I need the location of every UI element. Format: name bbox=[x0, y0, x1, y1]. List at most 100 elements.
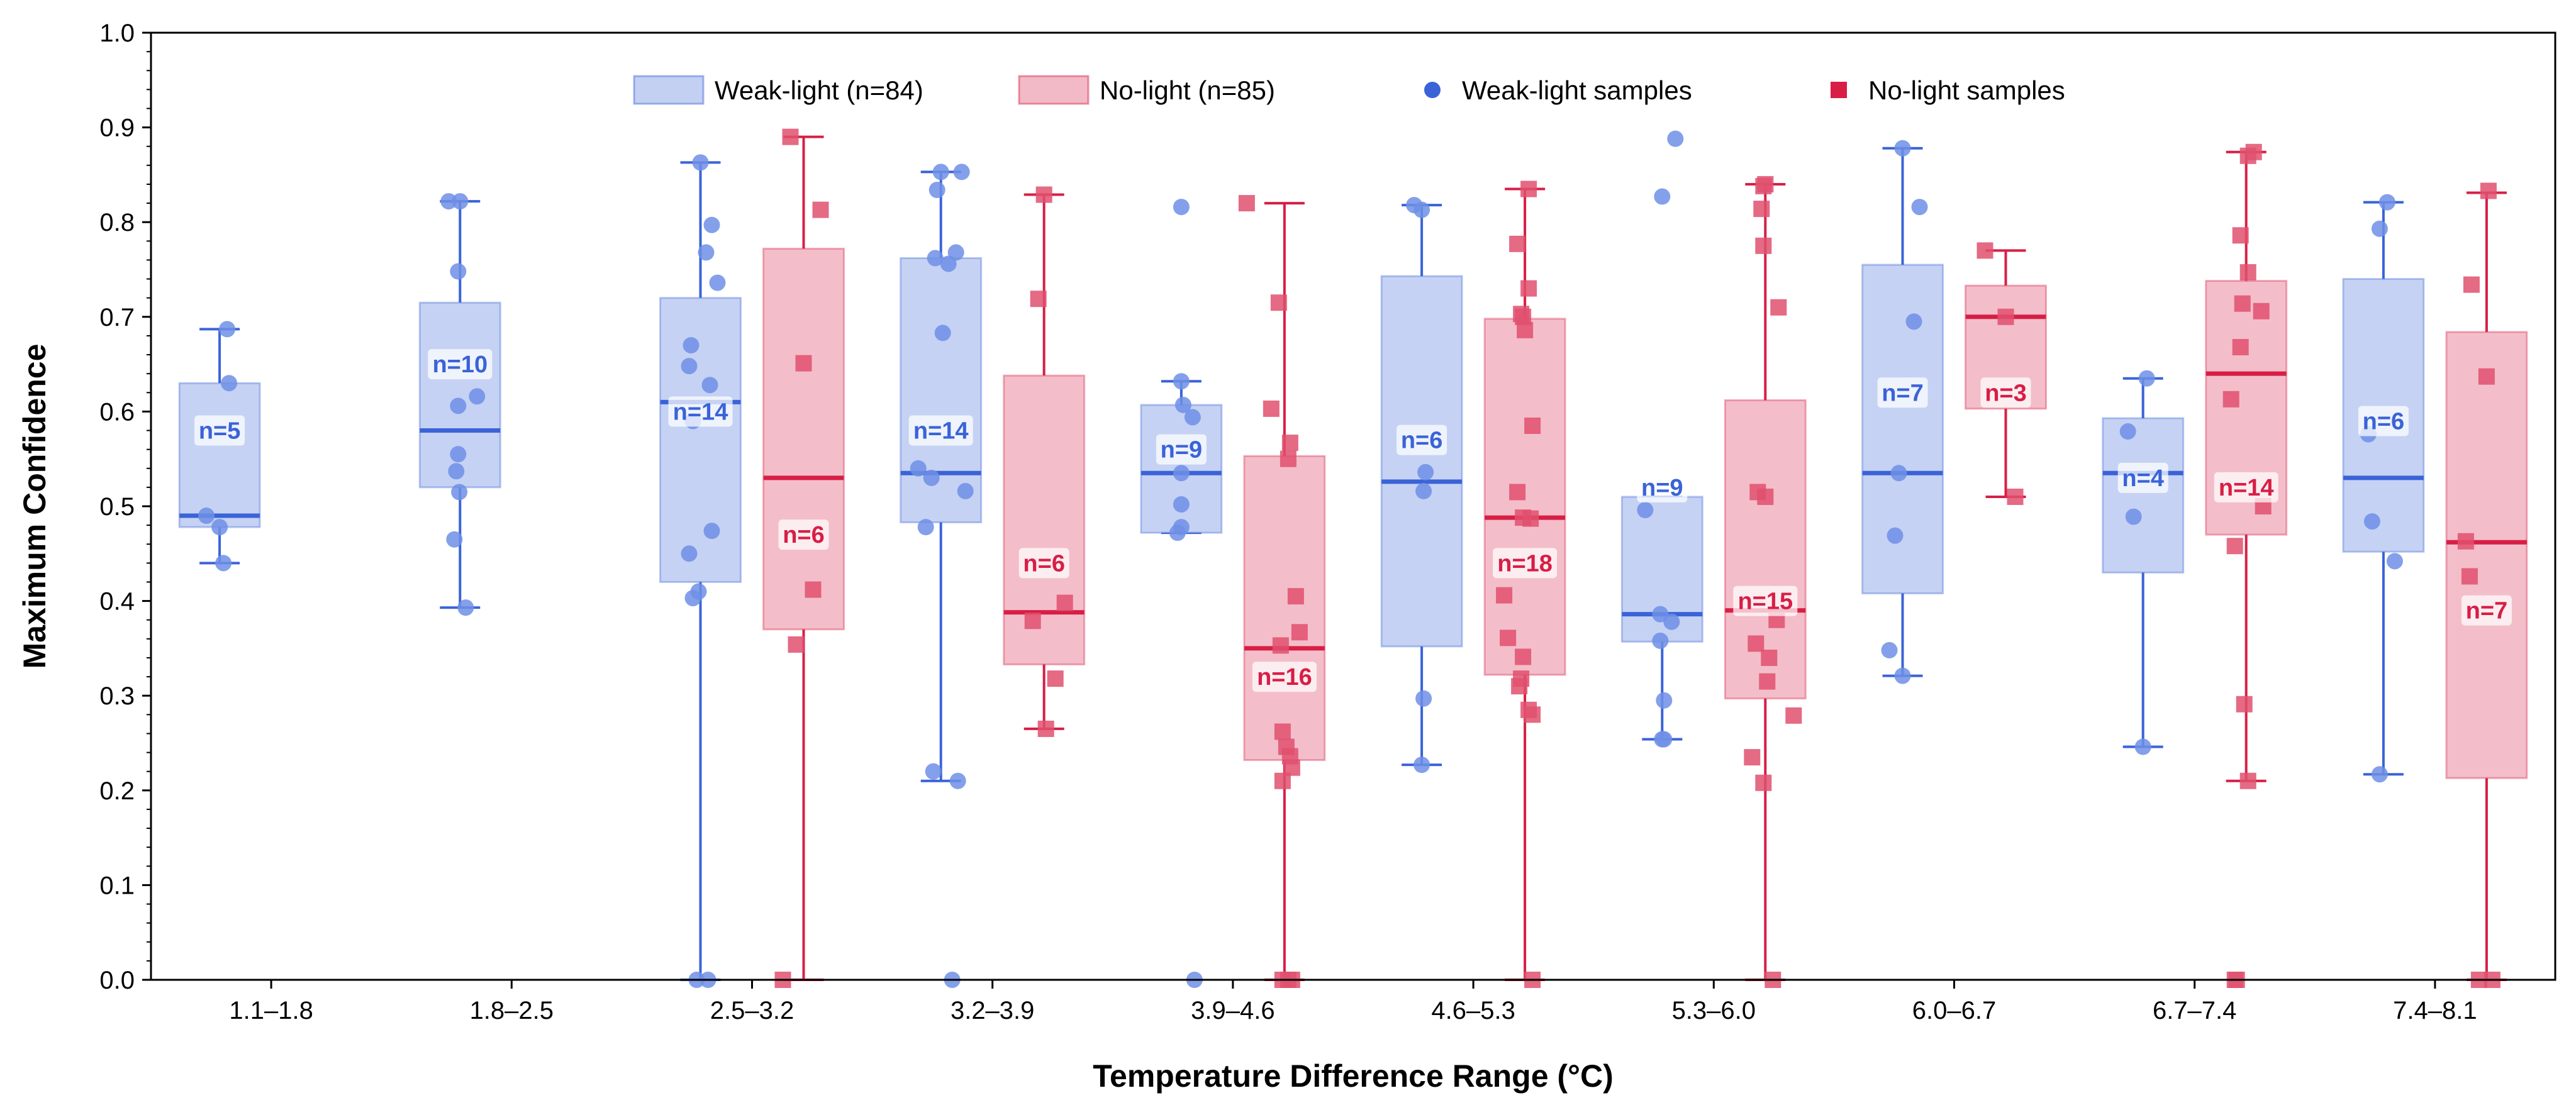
weak-sample-point bbox=[198, 508, 215, 524]
y-tick-label: 0.6 bbox=[99, 398, 135, 426]
no-box-7 bbox=[1966, 250, 2046, 497]
no-sample-point bbox=[1524, 706, 1541, 723]
weak-sample-point bbox=[683, 337, 700, 353]
weak-sample-point bbox=[1173, 496, 1190, 513]
no-sample-point bbox=[1755, 775, 1771, 791]
weak-sample-point bbox=[211, 519, 228, 535]
weak-sample-point bbox=[1891, 465, 1907, 481]
weak-sample-point bbox=[1637, 502, 1653, 518]
x-tick-label: 5.3–6.0 bbox=[1672, 997, 1756, 1024]
weak-sample-point bbox=[457, 599, 474, 616]
no-sample-point bbox=[2463, 277, 2480, 293]
weak-box-2 bbox=[661, 162, 741, 980]
x-tick-label: 1.8–2.5 bbox=[470, 997, 554, 1024]
weak-sample-point bbox=[954, 164, 970, 180]
weak-box-7 bbox=[1863, 148, 1943, 676]
y-tick-label: 0.8 bbox=[99, 209, 135, 236]
no-sample-point bbox=[1496, 587, 1512, 604]
legend-item-no-box: No-light (n=85) bbox=[1019, 75, 1275, 105]
weak-sample-point bbox=[2135, 739, 2151, 755]
no-sample-point bbox=[1291, 624, 1308, 640]
weak-sample-point bbox=[451, 484, 467, 500]
weak-box-8 bbox=[2103, 379, 2183, 747]
no-sample-point bbox=[788, 636, 805, 653]
weak-sample-point bbox=[698, 244, 715, 260]
weak-iqr-box bbox=[901, 258, 981, 522]
no-sample-point bbox=[2223, 391, 2239, 408]
legend-label: Weak-light (n=84) bbox=[715, 75, 923, 105]
weak-sample-point bbox=[1413, 202, 1430, 218]
weak-sample-point bbox=[1895, 140, 1911, 157]
weak-sample-point bbox=[1169, 524, 1186, 541]
no-sample-point bbox=[1282, 435, 1298, 451]
no-sample-point bbox=[1263, 401, 1280, 417]
weak-sample-point bbox=[1895, 668, 1911, 684]
weak-sample-point bbox=[469, 388, 485, 404]
weak-sample-point bbox=[923, 470, 940, 486]
legend-label: Weak-light samples bbox=[1462, 75, 1692, 105]
x-tick-label: 7.4–8.1 bbox=[2393, 997, 2477, 1024]
weak-sample-point bbox=[925, 763, 942, 780]
x-tick-label: 4.6–5.3 bbox=[1431, 997, 1515, 1024]
no-sample-point bbox=[1755, 178, 1771, 194]
no-n-label: n=18 bbox=[1497, 550, 1553, 577]
no-box-4 bbox=[1244, 203, 1325, 980]
no-n-label: n=14 bbox=[2219, 475, 2274, 501]
no-sample-point bbox=[1977, 242, 1993, 258]
no-sample-point bbox=[1057, 595, 1073, 611]
weak-n-label: n=5 bbox=[199, 418, 241, 445]
weak-sample-point bbox=[710, 275, 726, 291]
legend: Weak-light (n=84) No-light (n=85) Weak-lig… bbox=[634, 75, 2065, 105]
weak-sample-point bbox=[1663, 614, 1680, 630]
no-n-label: n=7 bbox=[2466, 598, 2508, 624]
weak-sample-point bbox=[1652, 633, 1668, 649]
weak-sample-point bbox=[681, 545, 698, 562]
weak-sample-point bbox=[2379, 194, 2395, 211]
x-tick-label: 2.5–3.2 bbox=[710, 997, 794, 1024]
x-tick-label: 6.7–7.4 bbox=[2153, 997, 2236, 1024]
plot-frame bbox=[151, 33, 2555, 980]
no-sample-point bbox=[1030, 291, 1047, 307]
no-sample-point bbox=[1273, 637, 1289, 653]
no-n-label: n=6 bbox=[1023, 550, 1065, 577]
weak-sample-point bbox=[450, 446, 466, 462]
weak-sample-point bbox=[1415, 691, 1432, 707]
no-sample-point bbox=[1520, 180, 1537, 197]
no-box-9 bbox=[2446, 193, 2527, 980]
weak-sample-point bbox=[702, 377, 718, 393]
weak-sample-point bbox=[1656, 731, 1672, 747]
weak-sample-point bbox=[1413, 757, 1430, 773]
no-sample-point bbox=[1524, 418, 1541, 434]
weak-sample-point bbox=[2139, 370, 2155, 387]
weak-sample-point bbox=[446, 531, 462, 548]
no-iqr-box bbox=[764, 248, 844, 629]
no-sample-point bbox=[1759, 674, 1775, 690]
weak-sample-point bbox=[704, 217, 720, 233]
y-tick-label: 0.4 bbox=[99, 588, 135, 616]
weak-iqr-box bbox=[2103, 418, 2183, 572]
weak-sample-point bbox=[1173, 373, 1190, 389]
no-sample-point bbox=[1515, 648, 1531, 665]
weak-sample-point bbox=[693, 154, 709, 170]
weak-sample-point bbox=[1656, 692, 1672, 709]
weak-iqr-box bbox=[179, 383, 260, 527]
weak-sample-point bbox=[2372, 766, 2388, 782]
no-sample-point bbox=[1274, 723, 1291, 740]
no-sample-point bbox=[1025, 613, 1041, 629]
x-tick-label: 3.2–3.9 bbox=[951, 997, 1034, 1024]
legend-swatch-circle bbox=[1424, 82, 1441, 98]
no-sample-point bbox=[1274, 773, 1291, 789]
no-sample-point bbox=[2007, 489, 2024, 505]
weak-n-label: n=9 bbox=[1161, 437, 1203, 463]
no-sample-point bbox=[1511, 678, 1527, 694]
no-box-6 bbox=[1725, 184, 1805, 980]
legend-swatch-box bbox=[1019, 76, 1088, 104]
no-iqr-box bbox=[1244, 456, 1325, 760]
no-sample-point bbox=[1522, 511, 1539, 527]
no-sample-point bbox=[2240, 773, 2256, 789]
no-sample-point bbox=[1271, 294, 1287, 311]
weak-sample-point bbox=[450, 397, 466, 414]
no-sample-point bbox=[2240, 148, 2256, 164]
weak-sample-point bbox=[1417, 464, 1434, 480]
no-sample-point bbox=[2462, 568, 2478, 584]
